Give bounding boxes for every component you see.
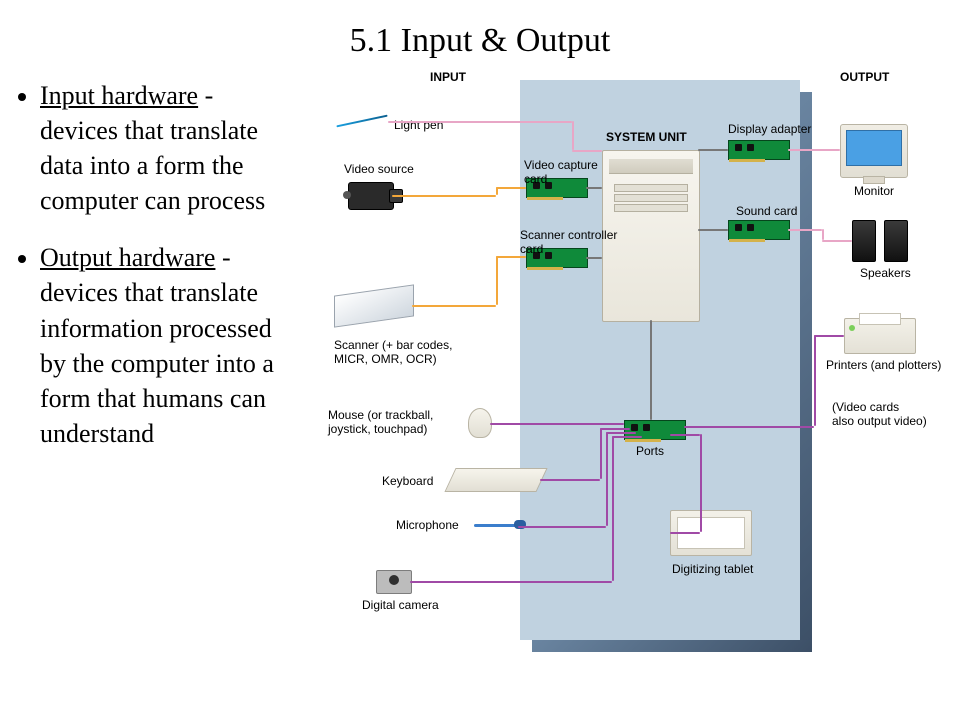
wire-light-pen-v: [572, 121, 574, 150]
monitor-label: Monitor: [854, 184, 894, 198]
wire-digitizing-tablet-v: [700, 434, 702, 532]
wire-digital-camera-h1: [410, 581, 612, 583]
bullet-1-term: Input hardware: [40, 81, 198, 110]
wire-video-capture-card-tower: [586, 187, 602, 189]
wire-microphone-h2: [606, 432, 636, 434]
bullet-1: Input hardware - devices that translate …: [40, 78, 282, 218]
wire-scanner-h1: [412, 305, 496, 307]
wire-digitizing-tablet-h2: [670, 532, 700, 534]
ports-label: Ports: [636, 444, 664, 458]
wire-monitor: [788, 149, 840, 151]
printer-icon: [844, 318, 916, 354]
wire-mouse: [490, 423, 624, 425]
display-adapter-label: Display adapter: [728, 122, 811, 136]
wire-keyboard-h1: [540, 479, 600, 481]
bullet-2: Output hardware - devices that translate…: [40, 240, 282, 451]
wire-keyboard-h2: [600, 428, 630, 430]
digital-camera-label: Digital camera: [362, 598, 439, 612]
wire-digital-camera-h2: [612, 436, 642, 438]
digitizing-tablet-label: Digitizing tablet: [672, 562, 753, 576]
mouse-icon: [468, 408, 492, 438]
bullet-2-term: Output hardware: [40, 243, 215, 272]
header-output: OUTPUT: [840, 70, 889, 84]
wire-speakers-h1: [788, 229, 822, 231]
scanner-ctrl-label: Scanner controller card: [520, 228, 617, 257]
wire-sound-card-tower: [698, 229, 728, 231]
wire-scanner-h2: [496, 256, 526, 258]
light-pen-icon: [336, 115, 387, 128]
io-diagram: INPUT OUTPUT SYSTEM UNIT Video capture ca…: [300, 70, 940, 690]
keyboard-label: Keyboard: [382, 474, 433, 488]
wire-display-adapter-card-tower: [698, 149, 728, 151]
wire-microphone-h1: [518, 526, 606, 528]
sound-card: [728, 220, 790, 240]
tower-drive-0: [614, 184, 688, 192]
wire-printer-h2: [814, 335, 844, 337]
video-cards-note: (Video cards also output video): [832, 400, 927, 429]
wire-digitizing-tablet-h1: [670, 434, 700, 436]
wire-light-pen-h1: [388, 121, 572, 123]
wire-video-source-h1: [392, 195, 496, 197]
wire-microphone-v: [606, 432, 608, 526]
wire-scanner-controller-card-tower: [586, 257, 602, 259]
wire-scanner-v: [496, 256, 498, 305]
microphone-label: Microphone: [396, 518, 459, 532]
wire-video-source-h2: [496, 187, 526, 189]
camcorder-icon: [348, 182, 394, 210]
sound-card-label: Sound card: [736, 204, 797, 218]
monitor-stand-icon: [863, 176, 885, 184]
bullet-list: Input hardware - devices that translate …: [12, 78, 282, 473]
video-capture-label: Video capture card: [524, 158, 598, 187]
printer-label: Printers (and plotters): [826, 358, 941, 372]
wire-digital-camera-v: [612, 436, 614, 581]
wire-ports-tower: [650, 320, 652, 420]
panel-shadow-b: [532, 640, 812, 652]
display-adapter-card: [728, 140, 790, 160]
speaker-right-icon: [884, 220, 908, 262]
panel-shadow-r: [800, 92, 812, 652]
bullet-2-rest: - devices that translate information pro…: [40, 243, 274, 447]
scanner-label: Scanner (+ bar codes, MICR, OMR, OCR): [334, 338, 452, 367]
header-input: INPUT: [430, 70, 466, 84]
wire-keyboard-v: [600, 428, 602, 479]
tower-drive-1: [614, 194, 688, 202]
wire-printer-v: [814, 335, 816, 426]
wire-speakers-v: [822, 229, 824, 240]
video-source-label: Video source: [344, 162, 414, 176]
tower-drive-2: [614, 204, 688, 212]
slide-title: 5.1 Input & Output: [0, 22, 960, 60]
camera-icon: [376, 570, 412, 594]
monitor-screen-icon: [846, 130, 902, 166]
mic-body-icon: [474, 524, 518, 527]
scanner-icon: [334, 284, 414, 327]
keyboard-icon: [444, 468, 547, 492]
wire-light-pen-h2: [572, 150, 602, 152]
mouse-label: Mouse (or trackball, joystick, touchpad): [328, 408, 433, 437]
speaker-left-icon: [852, 220, 876, 262]
wire-speakers-h2: [822, 240, 852, 242]
wire-printer-h1: [684, 426, 814, 428]
speakers-label: Speakers: [860, 266, 911, 280]
system-unit-label: SYSTEM UNIT: [606, 130, 687, 144]
